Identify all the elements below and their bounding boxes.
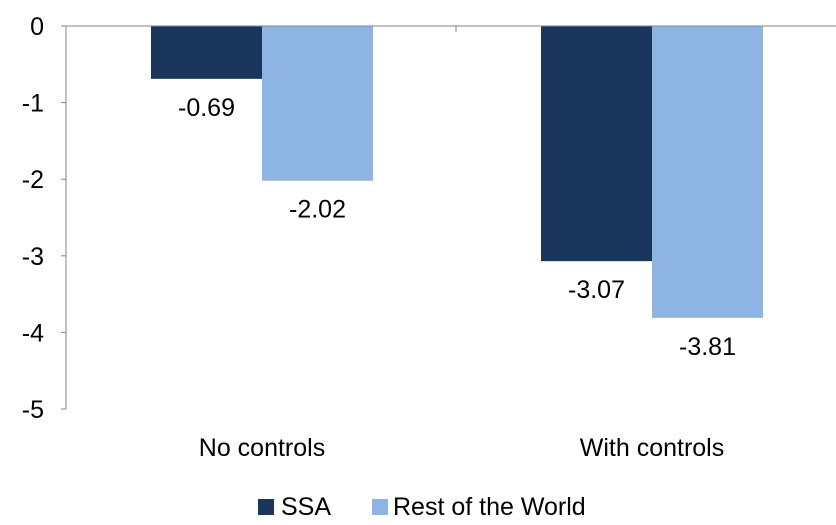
bars-layer <box>151 26 763 318</box>
data-label: -2.02 <box>289 196 346 224</box>
legend-label: Rest of the World <box>393 493 586 520</box>
data-label: -3.81 <box>679 333 736 361</box>
bar-ssa-1 <box>541 26 652 262</box>
legend-swatch-rest-of-the-world <box>372 499 388 515</box>
legend: SSA Rest of the World <box>258 493 586 521</box>
y-tick-label: -5 <box>22 396 44 424</box>
y-tick-label: 0 <box>30 13 44 41</box>
data-label: -0.69 <box>178 94 235 122</box>
legend-swatch-ssa <box>258 499 274 515</box>
data-label: -3.07 <box>568 276 625 304</box>
y-tick-label: -3 <box>22 243 44 271</box>
y-tick-label: -1 <box>22 90 44 118</box>
x-tick-label: With controls <box>580 434 724 462</box>
bar-rest-of-the-world-0 <box>262 26 373 181</box>
bar-ssa-0 <box>151 26 262 79</box>
x-tick-label: No controls <box>199 434 325 462</box>
labels-layer: -0.69 -3.07 -2.02 -3.81 0 -1 -2 -3 -4 -5 No contro… <box>22 13 736 462</box>
y-tick-label: -2 <box>22 166 44 194</box>
axes-layer <box>61 25 836 410</box>
bar-rest-of-the-world-1 <box>652 26 763 318</box>
legend-label: SSA <box>281 493 331 520</box>
y-tick-label: -4 <box>22 319 44 347</box>
